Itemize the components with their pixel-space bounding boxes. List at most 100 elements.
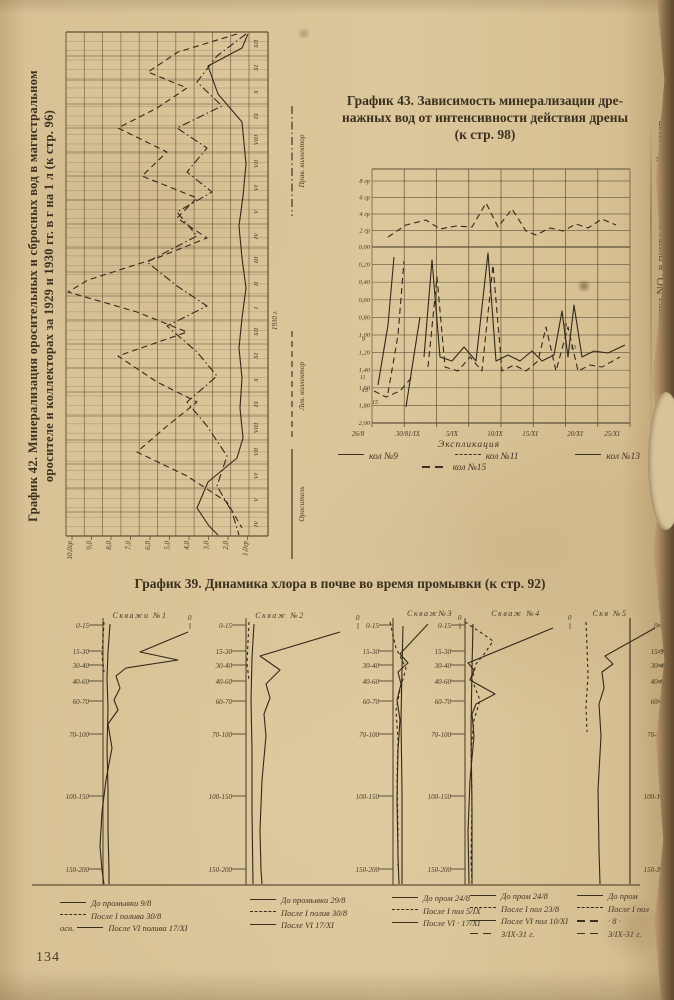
legend-label: Ороситель xyxy=(297,486,306,522)
month-label: II xyxy=(253,281,260,287)
series-drain-flow xyxy=(387,202,617,238)
legend-entry: До промывки 29/8 xyxy=(250,894,347,907)
well-series-line xyxy=(250,623,255,885)
well-legend-group: До пром После I пол · 8 · 3/IX-31 г. xyxy=(577,890,649,940)
legend-label: Прав. коллектор xyxy=(297,134,306,188)
y-tick-label: 6 гр xyxy=(359,195,370,202)
depth-label: 150-200 xyxy=(428,866,452,874)
legend-line-sample xyxy=(421,466,448,468)
paper-stain xyxy=(596,896,670,958)
well-series-line xyxy=(467,627,554,885)
month-label: VII xyxy=(253,159,260,168)
y-tick-label: 2 гр xyxy=(359,228,370,235)
chart43-title: График 43. Зависимость минерализации дре… xyxy=(312,92,658,143)
depth-label: 60-70 xyxy=(73,698,90,706)
series-prav-kollektor xyxy=(146,33,247,536)
depth-label: 15-30 xyxy=(651,648,668,656)
legend-label: После I полив 30/8 xyxy=(281,907,348,918)
x-tick-label: 25/XI xyxy=(604,430,620,438)
legend-label: После VI 17/XI xyxy=(281,920,335,930)
legend-line-sample xyxy=(470,919,496,923)
depth-label: 40-60 xyxy=(651,678,668,686)
value-tick-label: 9,0 xyxy=(86,541,94,550)
depth-label: 40-60 xyxy=(216,678,233,686)
x-tick-label: 5/IX xyxy=(446,430,459,438)
legend-label: После I пол 23/8 xyxy=(501,903,560,914)
legend-label: кол №13 xyxy=(606,452,640,462)
legend-line-sample xyxy=(470,932,496,935)
chart42-title-line1: График 42. Минерализация оросительных и … xyxy=(26,70,40,522)
legend-prefix: осн. xyxy=(60,923,75,933)
y-tick-label: 0,00 xyxy=(359,244,371,251)
depth-label: 70-100 xyxy=(69,731,89,739)
value-tick-label: 8,0 xyxy=(105,541,113,550)
series-kol15-start xyxy=(405,316,421,408)
legend-line-sample xyxy=(250,911,276,914)
x-tick-label: 26/8 xyxy=(352,430,365,438)
y-tick-label: 0,60 xyxy=(359,297,371,304)
month-label: XII xyxy=(253,327,260,337)
legend-label: До пром xyxy=(608,891,638,901)
month-label: XI xyxy=(253,64,260,72)
legend-line-sample xyxy=(60,901,86,905)
chart43-legend-row2: кол №15 xyxy=(338,463,640,473)
value-tick-label: 4,0 xyxy=(183,541,191,550)
legend-entry: кол №11 xyxy=(454,452,519,462)
legend-entry: После VI · 17/XI xyxy=(392,917,481,930)
depth-label: 100-150 xyxy=(644,793,668,801)
depth-label: 30-40 xyxy=(650,662,668,670)
chart43-legend-row1: кол №9 кол №11 кол №13 xyxy=(338,452,640,462)
series-number-annotation: 9 xyxy=(362,337,365,343)
y-tick-label: 2,00 xyxy=(359,420,371,427)
value-tick-label: 1,0гр xyxy=(242,541,250,556)
month-label: V xyxy=(253,497,260,502)
y-tick-label: 1,20 xyxy=(359,350,371,357)
series-kol9-start xyxy=(377,256,395,386)
legend-label: кол №11 xyxy=(485,452,519,462)
legend-line-sample xyxy=(577,920,603,922)
y-tick-label: 4 гр xyxy=(359,211,370,218)
zero-label: 0 xyxy=(356,614,360,622)
legend-label: 3/IX-31 г. xyxy=(608,929,641,939)
legend-label: После VI полива 17/XI xyxy=(108,923,188,933)
depth-label: 0-15 xyxy=(219,622,232,630)
zero-label: 0 xyxy=(458,614,462,622)
page-number: 134 xyxy=(36,950,60,965)
month-label: VIII xyxy=(253,134,260,145)
month-label: IV xyxy=(253,232,260,240)
y-tick-label: 8 гр xyxy=(359,178,370,185)
legend-label: До промывки 29/8 xyxy=(281,895,346,905)
x-tick-label: 10/IX xyxy=(487,430,503,438)
well-legend-group: До пром 24/8 После I пол 5/IX После VI · 1… xyxy=(392,892,481,930)
series-kol-hook xyxy=(373,376,413,398)
legend-line-sample xyxy=(575,454,602,457)
legend-label: После VI пол 10/XI xyxy=(501,916,569,926)
chart43-title-line1: График 43. Зависимость минерализации дре… xyxy=(346,93,624,108)
legend-label: 3/IX-31 г. xyxy=(501,928,535,939)
depth-label: 15-30 xyxy=(216,648,233,656)
month-label: XII xyxy=(253,39,260,49)
y-tick-label: 1,60 xyxy=(359,385,371,392)
chart42-mineralization-chart: XIIXIXIXVIIIVIIVIVIVIIIIIIXIIXIXIXVIIIVI… xyxy=(65,31,306,559)
chart43-legend-title: Экспликация xyxy=(437,440,501,450)
well-series-line xyxy=(106,623,111,884)
month-label: I xyxy=(253,306,260,310)
legend-line-sample xyxy=(392,909,418,912)
depth-label: 150-200 xyxy=(644,866,668,874)
depth-label: 100-150 xyxy=(66,793,90,801)
well-series-line xyxy=(101,621,105,673)
legend-line-sample xyxy=(577,907,603,910)
legend-label: кол №15 xyxy=(452,463,487,473)
well-series-line xyxy=(400,625,404,884)
value-tick-label: 7,0 xyxy=(125,541,133,550)
value-tick-label: 6,0 xyxy=(144,541,152,550)
depth-label: 15-30 xyxy=(73,648,90,656)
chart42-title-line2: оросителе и коллекторах за 1929 и 1930 г… xyxy=(42,109,56,483)
month-label: VI xyxy=(253,472,260,479)
y-tick-label: 0,40 xyxy=(359,279,371,286)
well-legend-group: До промывки 9/8 После I полива 30/8 осн. По… xyxy=(60,897,188,935)
legend-entry: осн. После VI полива 17/XI xyxy=(60,922,188,935)
torn-edge-notch xyxy=(648,392,674,530)
depth-label: 15-30 xyxy=(435,648,452,656)
